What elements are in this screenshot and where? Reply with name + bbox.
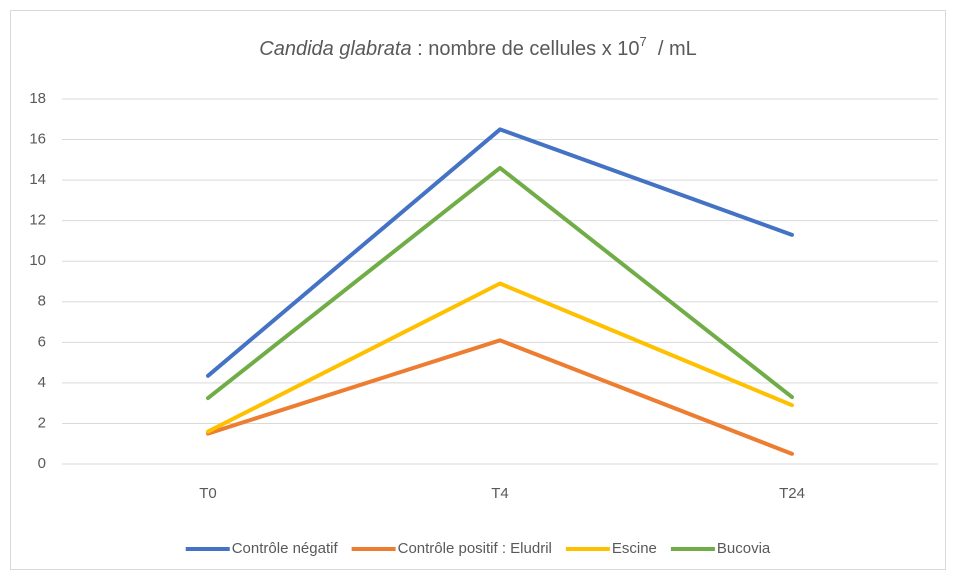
legend-label: Contrôle positif : Eludril (398, 540, 552, 557)
x-tick-label: T4 (491, 485, 509, 502)
y-tick-label: 16 (29, 131, 46, 148)
y-tick-label: 12 (29, 212, 46, 229)
legend-label: Bucovia (717, 540, 771, 557)
y-tick-label: 14 (29, 171, 46, 188)
chart-title: Candida glabrata : nombre de cellules x … (259, 34, 697, 60)
y-tick-label: 8 (38, 293, 46, 310)
legend-label: Contrôle négatif (232, 540, 339, 557)
y-tick-label: 10 (29, 252, 46, 269)
y-tick-label: 6 (38, 333, 46, 350)
title-text: : nombre de cellules x 10 (412, 38, 640, 60)
chart-border (10, 10, 946, 570)
series-line (206, 127, 794, 378)
y-tick-label: 0 (38, 455, 46, 472)
y-tick-label: 18 (29, 90, 46, 107)
series-line (206, 165, 794, 401)
legend-label: Escine (612, 540, 657, 557)
title-superscript: 7 (640, 34, 647, 49)
series-line (206, 281, 794, 434)
y-tick-label: 2 (38, 414, 46, 431)
x-tick-label: T24 (779, 485, 805, 502)
series-line (206, 338, 794, 456)
title-tail: / mL (647, 38, 697, 60)
title-italic: Candida glabrata (259, 38, 411, 60)
x-tick-label: T0 (199, 485, 217, 502)
y-tick-label: 4 (38, 374, 46, 391)
